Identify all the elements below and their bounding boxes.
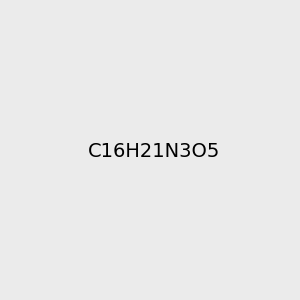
Text: C16H21N3O5: C16H21N3O5 [88, 142, 220, 161]
